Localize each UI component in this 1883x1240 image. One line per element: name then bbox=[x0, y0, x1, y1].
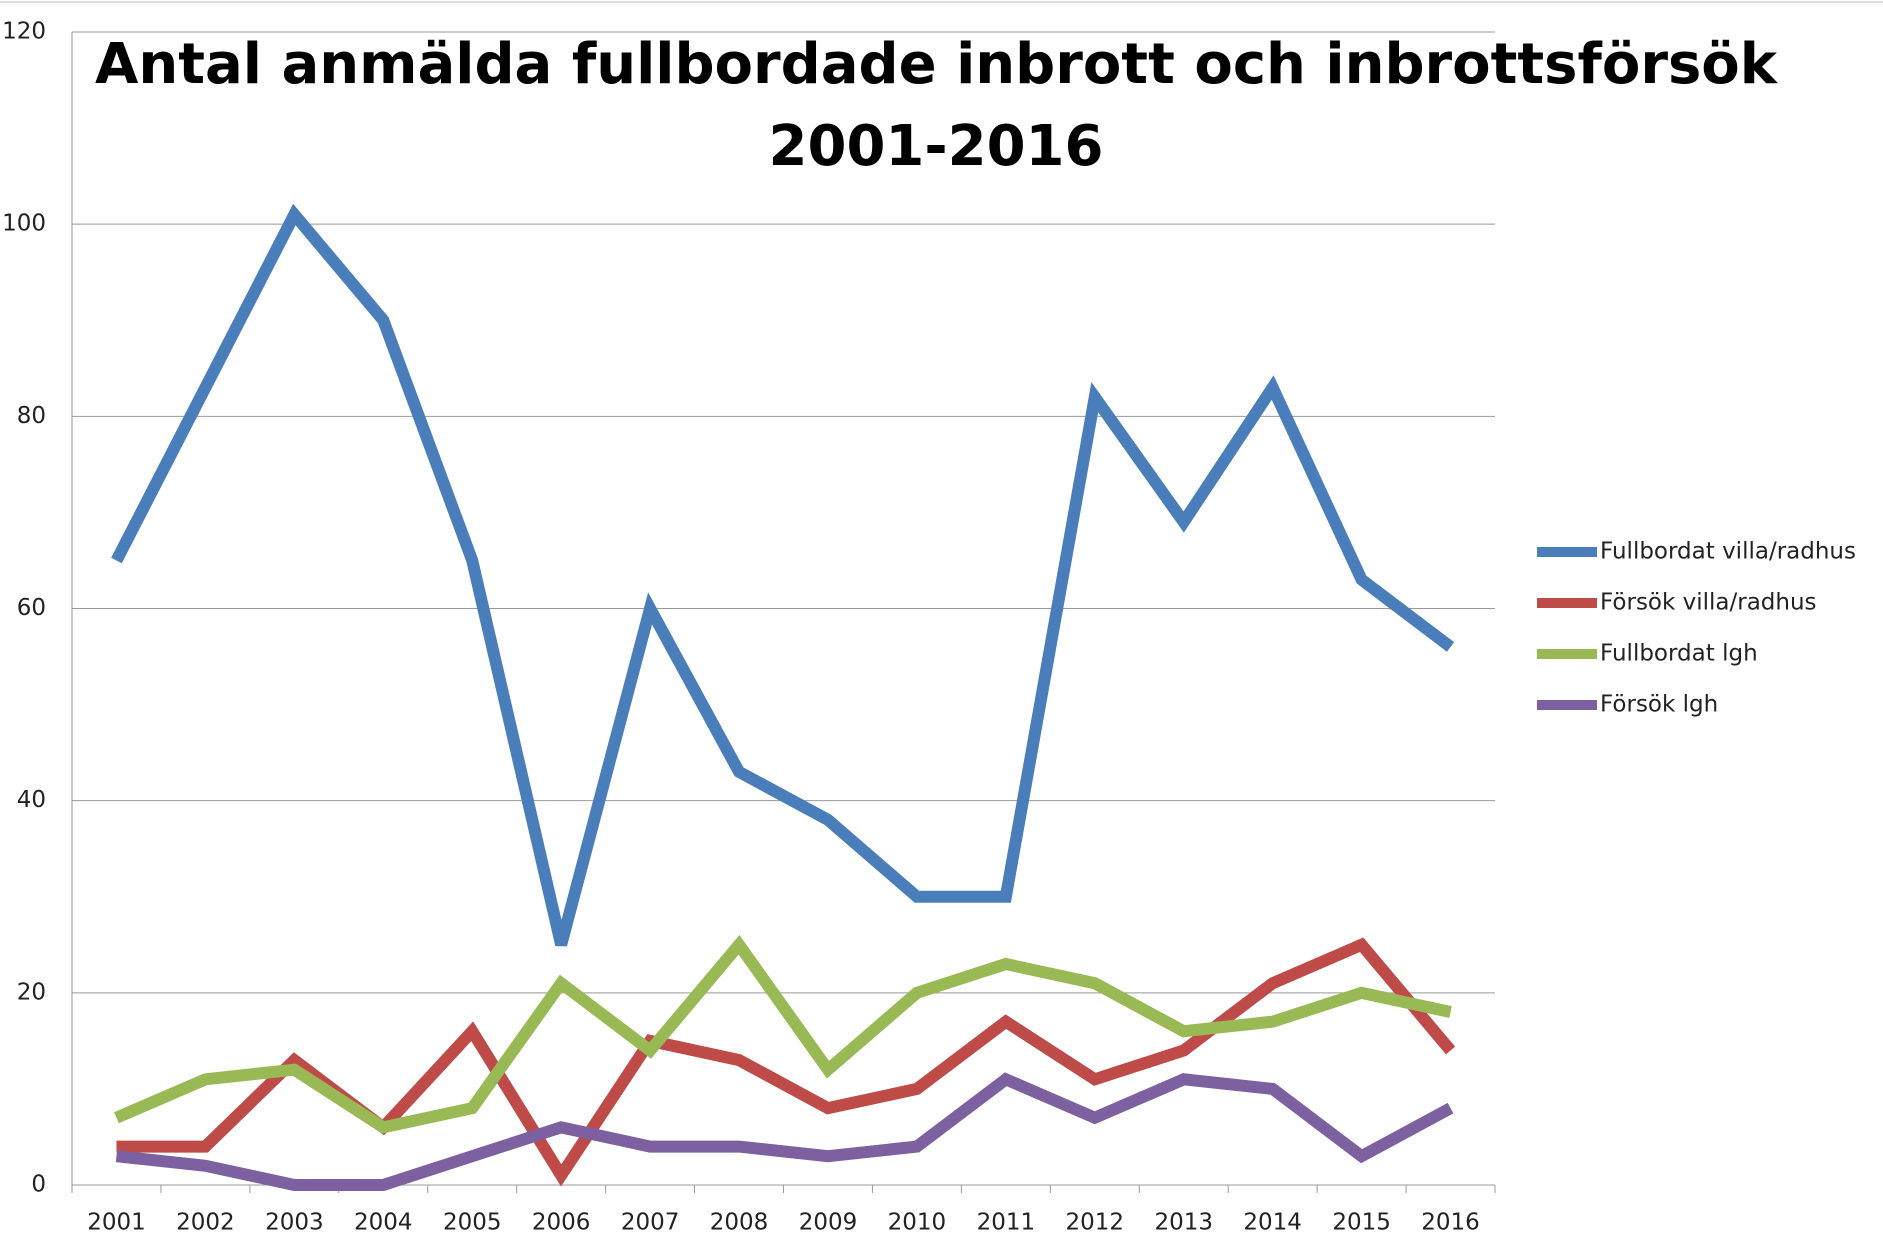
chart-title: 2001-2016 bbox=[769, 114, 1104, 179]
line-series bbox=[116, 937, 1456, 1187]
x-tick-label: 2013 bbox=[1154, 1210, 1213, 1236]
x-tick-label: 2010 bbox=[888, 1210, 947, 1236]
y-tick-label: 20 bbox=[17, 979, 46, 1005]
x-tick-label: 2007 bbox=[621, 1210, 680, 1236]
chart-title: Antal anmälda fullbordade inbrott och in… bbox=[95, 32, 1779, 97]
y-tick-label: 80 bbox=[17, 403, 46, 429]
legend-label: Försök lgh bbox=[1600, 692, 1718, 718]
x-tick-label: 2014 bbox=[1243, 1210, 1302, 1236]
x-tick-label: 2005 bbox=[443, 1210, 502, 1236]
x-tick-label: 2015 bbox=[1332, 1210, 1391, 1236]
x-tick-label: 2008 bbox=[710, 1210, 769, 1236]
line-series bbox=[111, 203, 1455, 947]
line-series bbox=[115, 1072, 1454, 1191]
legend-label: Fullbordat lgh bbox=[1600, 641, 1758, 667]
y-tick-label: 60 bbox=[17, 595, 46, 621]
y-tick-label: 120 bbox=[2, 19, 46, 45]
x-tick-label: 2011 bbox=[977, 1210, 1036, 1236]
y-tick-label: 100 bbox=[2, 211, 46, 237]
y-tick-label: 0 bbox=[31, 1172, 46, 1198]
x-tick-label: 2006 bbox=[532, 1210, 591, 1236]
y-tick-label: 40 bbox=[17, 787, 46, 813]
x-tick-label: 2016 bbox=[1421, 1210, 1480, 1236]
x-tick-label: 2004 bbox=[354, 1210, 413, 1236]
x-tick-label: 2012 bbox=[1066, 1210, 1125, 1236]
x-tick-label: 2002 bbox=[176, 1210, 235, 1236]
line-series bbox=[114, 935, 1452, 1134]
legend-label: Fullbordat villa/radhus bbox=[1600, 539, 1856, 565]
x-tick-label: 2003 bbox=[265, 1210, 324, 1236]
x-tick-label: 2001 bbox=[87, 1210, 146, 1236]
x-tick-label: 2009 bbox=[799, 1210, 858, 1236]
legend-label: Försök villa/radhus bbox=[1600, 590, 1817, 616]
